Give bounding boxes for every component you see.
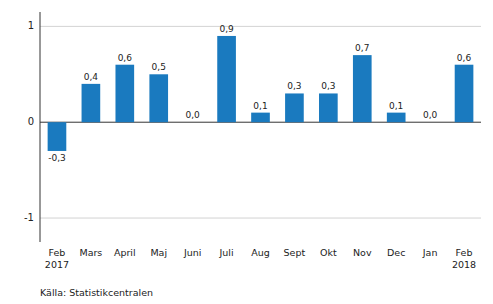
data-label: 0,5 bbox=[152, 62, 166, 72]
grid-line bbox=[40, 26, 481, 27]
x-tick-label: Juli bbox=[219, 247, 234, 258]
data-label: 0,4 bbox=[84, 72, 99, 82]
bar bbox=[285, 93, 304, 122]
chart: -1 0 1 -0,3 0,4 0,6 0,5 0,0 0,9 0,1 0,3 0,3 0,7 0,1 0,… bbox=[0, 0, 493, 304]
bar bbox=[183, 122, 202, 123]
y-tick-label: 0 bbox=[28, 116, 34, 127]
data-label: -0,3 bbox=[48, 153, 66, 163]
y-tick-label: 1 bbox=[28, 20, 34, 31]
x-tick-label: Maj bbox=[150, 247, 167, 258]
x-tick-label: Nov bbox=[353, 247, 372, 258]
grid bbox=[40, 26, 481, 218]
bar bbox=[421, 122, 440, 123]
bar bbox=[115, 65, 134, 123]
chart-container: -1 0 1 -0,3 0,4 0,6 0,5 0,0 0,9 0,1 0,3 0,3 0,7 0,1 0,… bbox=[0, 0, 493, 304]
x-tick-label: Feb2017 bbox=[45, 247, 69, 270]
grid-line bbox=[40, 218, 481, 219]
data-label: 0,9 bbox=[219, 24, 234, 34]
x-tick-label: Okt bbox=[320, 247, 337, 258]
bar bbox=[82, 84, 101, 122]
bar bbox=[149, 74, 168, 122]
y-tick-label: -1 bbox=[24, 212, 34, 223]
data-label: 0,0 bbox=[185, 110, 200, 120]
bar bbox=[251, 113, 270, 123]
x-tick-label: Feb2018 bbox=[452, 247, 476, 270]
x-tick-label: Juni bbox=[183, 247, 201, 258]
x-tick-label: Mars bbox=[79, 247, 102, 258]
data-label: 0,0 bbox=[423, 110, 438, 120]
bar bbox=[455, 65, 474, 123]
y-axis-line bbox=[40, 12, 41, 242]
bar bbox=[48, 122, 67, 151]
x-tick-label: Dec bbox=[387, 247, 405, 258]
data-label: 0,7 bbox=[355, 43, 369, 53]
bar bbox=[217, 36, 236, 122]
bar bbox=[353, 55, 372, 122]
source-note: Källa: Statistikcentralen bbox=[40, 287, 153, 298]
data-label: 0,3 bbox=[321, 81, 335, 91]
data-label: 0,6 bbox=[457, 53, 472, 63]
data-label: 0,6 bbox=[118, 53, 133, 63]
data-label: 0,3 bbox=[287, 81, 301, 91]
data-label: 0,1 bbox=[253, 101, 267, 111]
bar bbox=[387, 113, 406, 123]
x-tick-label: Sept bbox=[284, 247, 306, 258]
bars bbox=[48, 36, 474, 151]
x-tick-label: Aug bbox=[251, 247, 270, 258]
bar bbox=[319, 93, 338, 122]
data-label: 0,1 bbox=[389, 101, 403, 111]
x-tick-label: Jan bbox=[422, 247, 438, 258]
x-tick-label: April bbox=[114, 247, 136, 258]
